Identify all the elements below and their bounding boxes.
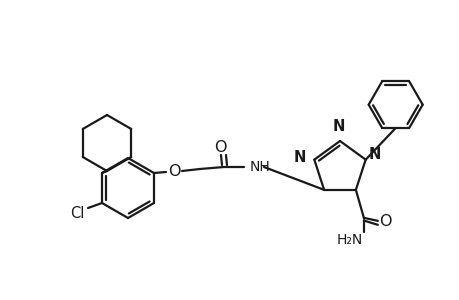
Text: NH: NH <box>249 160 270 174</box>
Text: N: N <box>332 119 344 134</box>
Text: O: O <box>379 214 391 229</box>
Text: H₂N: H₂N <box>336 233 362 247</box>
Text: N: N <box>368 147 380 162</box>
Text: O: O <box>168 164 180 178</box>
Text: O: O <box>213 140 226 154</box>
Text: Cl: Cl <box>70 206 84 220</box>
Text: N: N <box>293 150 306 165</box>
